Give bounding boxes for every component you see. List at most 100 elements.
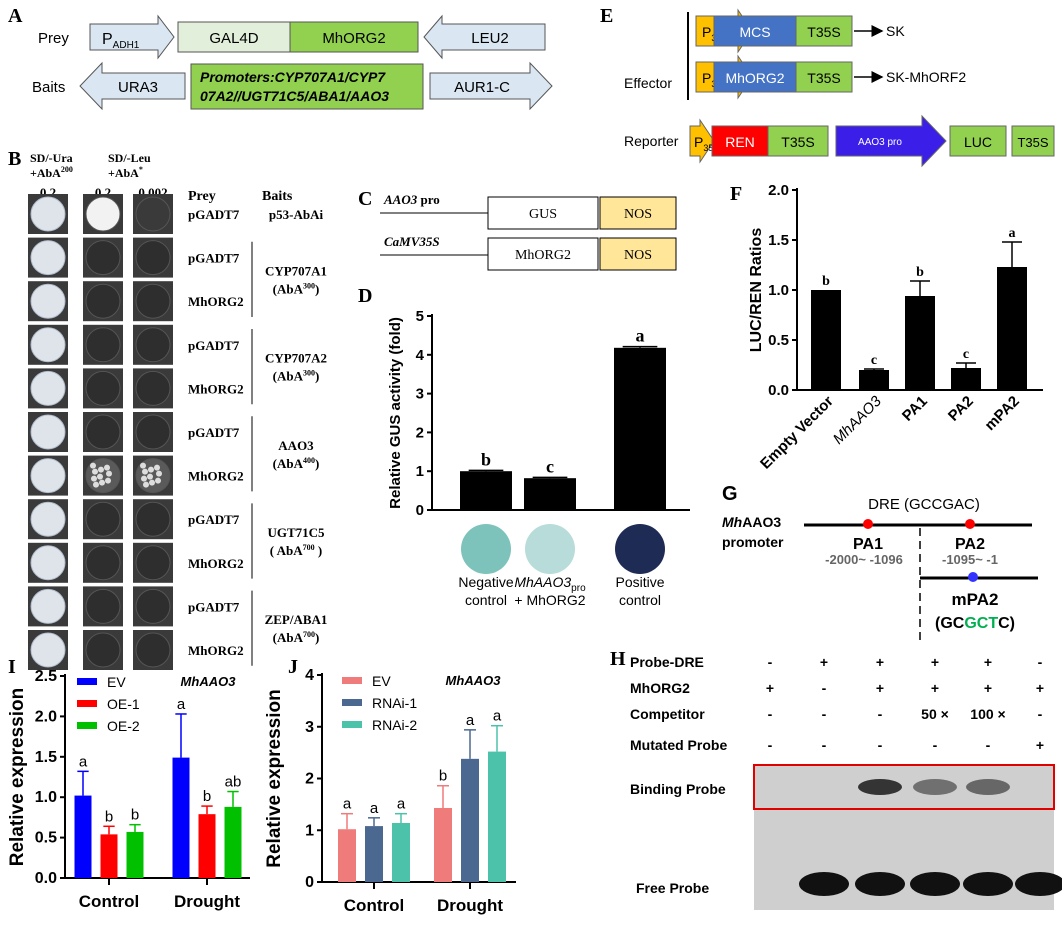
gus-staining-swatch (461, 524, 511, 574)
yeast-colony-none (135, 327, 171, 363)
y-tick-label: 1.0 (768, 282, 789, 299)
bar (224, 806, 242, 878)
significance-letter: b (822, 274, 830, 289)
free-probe-band (963, 872, 1013, 896)
y-tick-label: 0.0 (768, 382, 789, 399)
binding-probe-band (858, 779, 902, 795)
baits-header: Baits (262, 189, 293, 204)
legend-label: OE-2 (107, 718, 140, 734)
colony-dot (141, 475, 147, 482)
x-tick-label: Control (79, 892, 139, 911)
colony-dot (143, 481, 149, 488)
pa2-range: -1095~ -1 (942, 552, 998, 567)
mutated-sequence: (GCGCTC) (935, 615, 1015, 632)
dre-label: DRE (GCCGAC) (868, 496, 980, 513)
col1-header: SD/-Ura (30, 151, 73, 165)
pa1-range: -2000~ -1096 (825, 552, 903, 567)
legend-label: EV (372, 673, 391, 689)
y-tick-label: 1.5 (35, 749, 57, 766)
prey-name: MhORG2 (188, 643, 244, 658)
emsa-row-label: Competitor (630, 706, 705, 722)
x-tick-label: Negative (458, 574, 513, 590)
y-tick-label: 2.0 (35, 708, 57, 725)
prey-name: pGADT7 (188, 425, 240, 440)
yeast-colony-none (85, 240, 121, 276)
emsa-cell: - (933, 737, 938, 753)
camv35s-label: CaMV35S (384, 234, 440, 249)
colony-dot (148, 466, 154, 473)
y-tick-label: 0.0 (35, 870, 57, 887)
emsa-cell: + (984, 654, 992, 670)
yeast-colony-none (85, 588, 121, 624)
y-tick-label: 1.0 (35, 789, 57, 806)
emsa-cell: + (766, 680, 774, 696)
bait-name: p53-AbAi (269, 207, 324, 222)
yeast-colony-none (85, 414, 121, 450)
free-probe-label: Free Probe (636, 880, 709, 896)
y-tick-label: 5 (416, 308, 424, 325)
colony-dot (142, 468, 148, 475)
ren-label: REN (725, 134, 755, 150)
bar (951, 368, 981, 390)
mhorg2-label-c: MhORG2 (515, 248, 571, 263)
prey-header: Prey (188, 189, 216, 204)
mhorg2-box (289, 21, 419, 53)
sk-mhorf2-label: SK-MhORF2 (886, 69, 966, 85)
col1-header-2: +AbA200 (30, 165, 73, 180)
bait-name: ZEP/ABA1 (265, 612, 328, 627)
panel-a-constructs: Prey PADH1 GAL4D MhORG2 LEU2 Baits URA3 … (32, 14, 553, 111)
colony-dot (99, 479, 105, 486)
colony-dot (93, 481, 99, 488)
emsa-cell: + (931, 680, 939, 696)
col2-header: SD/-Leu (108, 151, 151, 165)
yeast-colony-none (135, 545, 171, 581)
t35s-label: T35S (807, 24, 840, 40)
legend-swatch (342, 699, 362, 706)
significance-letter: a (79, 753, 88, 770)
y-tick-label: 0 (416, 502, 424, 519)
yeast-colony-light (30, 458, 66, 494)
gal4d-label: GAL4D (209, 30, 258, 47)
significance-letter: b (131, 807, 139, 824)
colony-dot (104, 464, 110, 471)
prey-name: pGADT7 (188, 207, 240, 222)
gal4d-box (177, 21, 291, 53)
yeast-colony-none (135, 283, 171, 319)
yeast-colony-white (85, 196, 121, 232)
emsa-row-label: MhORG2 (630, 680, 690, 696)
mutated-site (968, 572, 978, 582)
emsa-cell: - (986, 737, 991, 753)
colony-dot (98, 466, 104, 473)
chart-title: MhAAO3 (446, 673, 502, 688)
emsa-cell: + (931, 654, 939, 670)
bait-name: UGT71C5 (267, 525, 325, 540)
bar (434, 807, 452, 882)
y-axis-label: Relative expression (264, 689, 285, 867)
x-tick-label: + MhORG2 (514, 592, 585, 608)
bait-aba-conc: (AbA300) (273, 281, 320, 296)
panel-label-c: C (358, 188, 372, 210)
nos-label-2: NOS (624, 248, 652, 263)
significance-letter: ab (225, 774, 242, 791)
chart-J: 0 1 2 3 4 Relative expression a b a a a a Control Dro… (264, 667, 516, 915)
legend-label: OE-1 (107, 696, 140, 712)
x-tick-label: MhAAO3pro (514, 574, 586, 594)
bait-name: CYP707A2 (265, 351, 327, 366)
effector-label: Effector (624, 75, 672, 91)
padh1-arrow (89, 14, 175, 60)
emsa-cell: + (876, 680, 884, 696)
significance-letter: a (636, 326, 645, 346)
y-tick-label: 2 (416, 424, 424, 441)
col2-header-2: +AbA* (108, 165, 143, 180)
baits-label: Baits (32, 79, 65, 96)
dre-site-pa1 (863, 519, 873, 529)
significance-letter: a (397, 796, 406, 813)
free-probe-band (855, 872, 905, 896)
yeast-colony-none (85, 501, 121, 537)
y-tick-label: 4 (305, 667, 314, 684)
effector-mhorg2-construct: P35S MhORG2 T35S SK-MhORF2 (695, 54, 966, 100)
promoter-label: MhAAO3 (722, 514, 781, 530)
bait-aba-conc: (AbA400) (273, 456, 320, 471)
svg-text:P35S: P35S (694, 134, 719, 153)
